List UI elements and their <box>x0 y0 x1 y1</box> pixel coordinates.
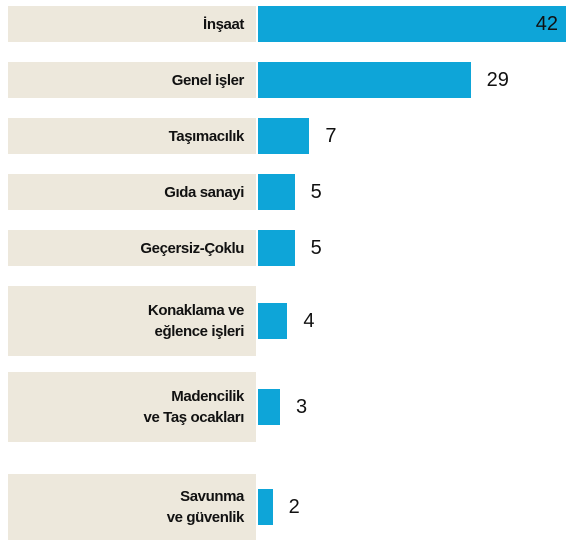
bar <box>258 230 295 266</box>
category-label: İnşaat <box>8 6 256 42</box>
category-label: Taşımacılık <box>8 118 256 154</box>
value-label: 4 <box>303 310 315 332</box>
category-label: Genel işler <box>8 62 256 98</box>
bar <box>258 489 273 525</box>
category-label: Gıda sanayi <box>8 174 256 210</box>
category-label: Geçersiz-Çoklu <box>8 230 256 266</box>
value-label: 5 <box>310 237 322 259</box>
value-label: 42 <box>535 13 558 35</box>
bar <box>258 303 288 339</box>
value-label: 3 <box>296 396 308 418</box>
value-label: 2 <box>288 496 300 518</box>
bar <box>258 62 471 98</box>
bar <box>258 174 295 210</box>
bar <box>258 118 310 154</box>
bar <box>258 389 280 425</box>
value-label: 29 <box>486 69 509 91</box>
category-label: Konaklama ve eğlence işleri <box>8 286 256 356</box>
bar <box>258 6 566 42</box>
category-label: Savunma ve güvenlik <box>8 474 256 540</box>
category-label: Madencilik ve Taş ocakları <box>8 372 256 442</box>
value-label: 7 <box>325 125 337 147</box>
value-label: 5 <box>310 181 322 203</box>
